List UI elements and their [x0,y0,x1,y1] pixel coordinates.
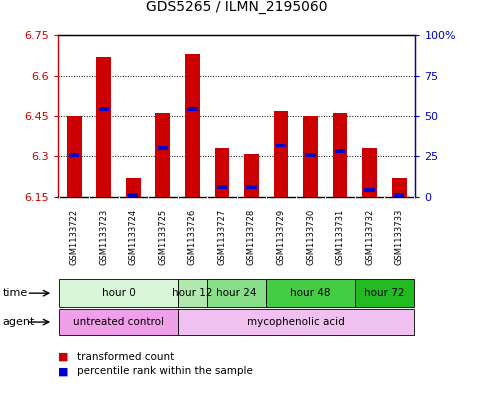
Bar [333,113,347,196]
Bar [97,57,111,196]
Bar [273,110,288,196]
Text: GSM1133731: GSM1133731 [336,209,344,265]
Text: hour 48: hour 48 [290,288,331,298]
Text: GSM1133722: GSM1133722 [70,209,79,265]
Text: mycophenolic acid: mycophenolic acid [247,317,345,327]
Text: GSM1133723: GSM1133723 [99,209,108,265]
Text: transformed count: transformed count [77,352,174,362]
Text: ■: ■ [58,366,69,376]
Bar [305,153,316,157]
Text: hour 12: hour 12 [172,288,213,298]
Text: GSM1133732: GSM1133732 [365,209,374,265]
Bar [126,178,141,196]
Bar [276,144,286,147]
Bar [185,54,200,196]
Bar [69,153,79,157]
Bar [217,185,227,189]
Text: GSM1133729: GSM1133729 [276,209,285,265]
Bar [246,185,256,189]
Bar [157,147,168,150]
Text: GSM1133733: GSM1133733 [395,209,404,265]
Text: agent: agent [2,317,35,327]
Text: GSM1133724: GSM1133724 [129,209,138,265]
Bar [394,193,404,197]
Bar [335,149,345,152]
Text: percentile rank within the sample: percentile rank within the sample [77,366,253,376]
Bar [128,193,139,197]
Text: GSM1133727: GSM1133727 [217,209,227,265]
Bar [214,148,229,196]
Text: hour 0: hour 0 [101,288,135,298]
Text: ■: ■ [58,352,69,362]
Text: time: time [2,288,28,298]
Text: GSM1133725: GSM1133725 [158,209,167,265]
Text: GSM1133730: GSM1133730 [306,209,315,265]
Text: GSM1133728: GSM1133728 [247,209,256,265]
Bar [392,178,407,196]
Bar [303,116,318,196]
Bar [67,116,82,196]
Bar [244,154,259,196]
Bar [156,113,170,196]
Bar [187,107,198,111]
Bar [362,148,377,196]
Bar [365,188,375,191]
Bar [99,107,109,111]
Text: GDS5265 / ILMN_2195060: GDS5265 / ILMN_2195060 [146,0,327,14]
Text: GSM1133726: GSM1133726 [188,209,197,265]
Text: hour 24: hour 24 [216,288,257,298]
Text: untreated control: untreated control [73,317,164,327]
Text: hour 72: hour 72 [364,288,405,298]
